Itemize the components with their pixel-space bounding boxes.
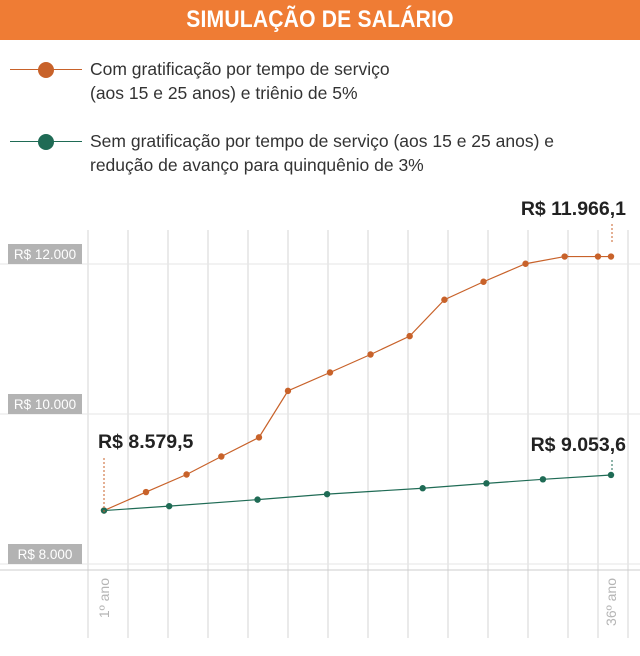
data-point-series-1 [326, 369, 334, 376]
legend-dot-without-gratification [38, 134, 54, 150]
data-point-series-1 [607, 253, 615, 260]
data-point-series-1 [480, 278, 487, 285]
data-point-series-2 [254, 496, 261, 503]
data-point-series-1 [441, 296, 448, 303]
data-point-series-1 [561, 253, 568, 260]
legend-dot-with-gratification [38, 62, 54, 78]
data-point-series-2 [419, 485, 426, 492]
data-point-series-2 [323, 490, 331, 498]
data-point-series-1 [284, 387, 292, 395]
series-line-1 [103, 255, 611, 512]
series-line-2 [103, 474, 612, 512]
data-point-series-1 [406, 332, 413, 340]
data-point-series-2 [539, 476, 547, 483]
legend-marker-without-gratification [10, 132, 82, 152]
data-point-series-1 [367, 351, 374, 358]
y-tick-label: R$ 8.000 [18, 547, 73, 562]
annotation-label: R$ 8.579,5 [98, 431, 194, 453]
y-tick-label: R$ 10.000 [14, 397, 76, 412]
data-point-series-2 [607, 471, 615, 479]
legend-marker-with-gratification [10, 60, 82, 80]
chart-title: SIMULAÇÃO DE SALÁRIO [186, 6, 454, 33]
legend-item-without-gratification: Sem gratificação por tempo de serviço (a… [10, 131, 560, 177]
title-banner: SIMULAÇÃO DE SALÁRIO [0, 0, 640, 40]
annotation-label: R$ 11.966,1 [521, 198, 626, 220]
legend-label-without-gratification: Sem gratificação por tempo de serviço (a… [90, 131, 554, 175]
data-point-series-2 [165, 502, 173, 510]
y-tick-box [8, 244, 82, 264]
data-point-series-1 [142, 488, 150, 496]
y-tick-box [8, 394, 82, 414]
x-tick-label: 36º ano [603, 578, 619, 626]
data-point-series-2 [483, 480, 490, 487]
data-point-series-1 [522, 260, 529, 267]
annotation-label: R$ 9.053,6 [531, 434, 627, 456]
legend-label-with-gratification: Com gratificação por tempo de serviço (a… [90, 59, 390, 103]
data-point-series-1 [218, 453, 225, 460]
data-point-series-1 [255, 434, 263, 441]
x-tick-label: 1º ano [96, 578, 112, 618]
data-point-series-1 [183, 471, 190, 478]
legend-item-with-gratification: Com gratificação por tempo de serviço (a… [10, 59, 420, 105]
y-tick-box [8, 544, 82, 564]
y-tick-label: R$ 12.000 [14, 247, 76, 262]
data-point-series-1 [594, 253, 602, 260]
